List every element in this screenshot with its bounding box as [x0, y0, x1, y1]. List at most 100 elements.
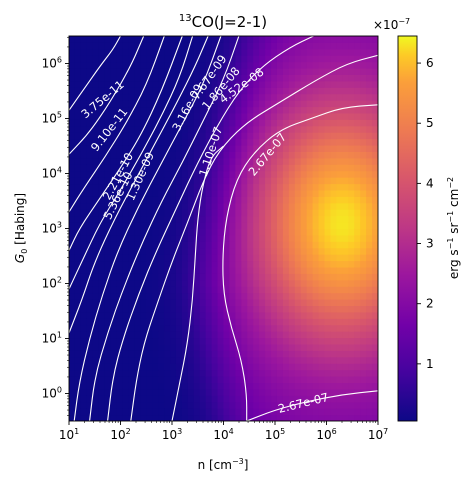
heatmap-cell — [312, 100, 320, 108]
heatmap-cell — [324, 382, 331, 390]
heatmap-cell — [146, 299, 153, 306]
heatmap-cell — [223, 241, 230, 249]
heatmap-cell — [342, 157, 349, 165]
heatmap-cell — [288, 408, 296, 416]
heatmap-cell — [312, 151, 320, 159]
heatmap-cell — [104, 61, 112, 69]
colorbar-tick-label: 2 — [426, 297, 434, 311]
heatmap-cell — [205, 356, 213, 364]
heatmap-cell — [164, 414, 171, 421]
heatmap-cell — [199, 151, 207, 159]
heatmap-cell — [247, 36, 254, 43]
heatmap-cell — [146, 132, 153, 140]
heatmap-cell — [175, 286, 183, 294]
heatmap-cell — [128, 106, 135, 114]
heatmap-cell — [342, 350, 349, 358]
heatmap-cell — [116, 369, 123, 377]
heatmap-cell — [181, 93, 189, 101]
heatmap-cell — [271, 209, 278, 217]
heatmap-cell — [146, 190, 153, 197]
heatmap-cell — [265, 356, 272, 364]
heatmap-cell — [92, 369, 100, 377]
heatmap-cell — [342, 151, 349, 159]
heatmap-cell — [348, 356, 355, 364]
heatmap-cell — [229, 408, 236, 416]
heatmap-cell — [294, 254, 302, 262]
heatmap-cell — [366, 254, 373, 262]
heatmap-cell — [116, 234, 123, 242]
heatmap-cell — [288, 61, 296, 69]
heatmap-cell — [181, 80, 189, 88]
heatmap-cell — [354, 132, 361, 140]
heatmap-cell — [128, 55, 135, 63]
heatmap-cell — [86, 36, 94, 43]
heatmap-cell — [324, 36, 331, 43]
heatmap-cell — [318, 138, 326, 146]
heatmap-cell — [235, 401, 242, 409]
heatmap-cell — [253, 61, 260, 69]
heatmap-cell — [253, 254, 260, 262]
heatmap-cell — [116, 61, 123, 69]
heatmap-cell — [348, 228, 355, 236]
heatmap-cell — [372, 151, 378, 159]
heatmap-cell — [318, 337, 326, 345]
heatmap-cell — [324, 202, 331, 210]
heatmap-cell — [265, 36, 272, 43]
heatmap-cell — [170, 61, 177, 69]
heatmap-cell — [110, 93, 118, 101]
heatmap-cell — [271, 93, 278, 101]
heatmap-cell — [110, 382, 118, 390]
heatmap-cell — [288, 177, 296, 185]
heatmap-cell — [223, 286, 230, 294]
heatmap-cell — [140, 55, 147, 63]
heatmap-cell — [360, 138, 367, 146]
heatmap-cell — [324, 80, 331, 88]
heatmap-cell — [110, 100, 118, 108]
heatmap-cell — [104, 305, 112, 313]
heatmap-cell — [69, 388, 76, 396]
heatmap-cell — [175, 344, 183, 351]
heatmap-cell — [193, 331, 201, 339]
heatmap-cell — [110, 292, 118, 300]
heatmap-cell — [288, 119, 296, 127]
heatmap-cell — [271, 164, 278, 172]
heatmap-cell — [193, 157, 201, 165]
heatmap-cell — [271, 202, 278, 210]
heatmap-cell — [193, 234, 201, 242]
heatmap-cell — [330, 318, 337, 326]
heatmap-cell — [110, 215, 118, 223]
heatmap-cell — [80, 260, 88, 268]
heatmap-cell — [140, 68, 147, 75]
heatmap-cell — [342, 170, 349, 178]
heatmap-cell — [229, 234, 236, 242]
heatmap-cell — [175, 247, 183, 255]
heatmap-cell — [354, 125, 361, 133]
heatmap-cell — [318, 87, 326, 95]
heatmap-cell — [330, 369, 337, 377]
heatmap-cell — [205, 202, 213, 210]
heatmap-cell — [330, 74, 337, 82]
heatmap-cell — [306, 356, 314, 364]
heatmap-cell — [181, 408, 189, 416]
heatmap-cell — [372, 177, 378, 185]
contour-line — [222, 104, 378, 421]
heatmap-cell — [92, 376, 100, 383]
heatmap-cell — [354, 36, 361, 43]
heatmap-cell — [69, 42, 76, 50]
heatmap-cell — [312, 164, 320, 172]
heatmap-cell — [116, 344, 123, 351]
heatmap-cell — [164, 61, 171, 69]
heatmap-cell — [360, 151, 367, 159]
heatmap-cell — [74, 36, 82, 43]
heatmap-cell — [229, 222, 236, 229]
heatmap-cell — [217, 401, 224, 409]
heatmap-cell — [223, 408, 230, 416]
heatmap-cell — [199, 279, 207, 287]
heatmap-cell — [170, 376, 177, 383]
heatmap-cell — [98, 331, 106, 339]
heatmap-cell — [187, 363, 195, 371]
heatmap-cell — [235, 215, 242, 223]
heatmap-cell — [140, 260, 147, 268]
heatmap-cell — [300, 132, 308, 140]
heatmap-cell — [360, 299, 367, 306]
